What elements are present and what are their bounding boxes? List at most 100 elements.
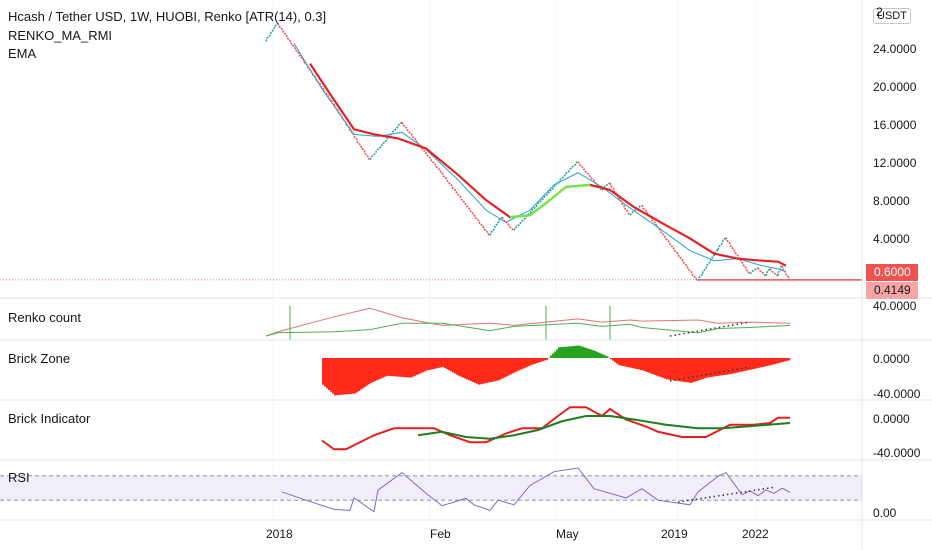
brick-zone-bar [740,358,743,372]
brick-zone-bar [432,358,435,370]
brick-zone-bar [416,358,419,375]
brick-zone-bar [784,358,787,362]
brick-zone-bar [544,358,547,361]
brick-zone-bar [442,358,445,367]
brick-zone-bar [334,358,337,396]
brick-zone-bar [392,358,395,377]
pane-label-rsi: RSI [8,470,30,485]
x-tick-2022: 2022 [742,527,769,541]
brick-zone-bar [348,358,351,395]
brick-zone-bar [712,358,715,377]
renko-count-green-line [265,322,791,337]
brick-zone-bar [560,347,563,358]
brick-zone-bar [526,358,529,367]
brick-zone-bar [562,346,565,358]
brick-zone-bar [362,358,365,389]
renko-up-bricks [717,236,727,250]
brick-zone-bar [354,358,357,394]
brick-zone-bar [580,346,583,358]
brick-zone-bar [480,358,483,385]
brick-zone-bar [438,358,441,368]
brick-zone-bar [616,358,619,364]
brick-zone-bar [732,358,735,374]
currency-badge[interactable]: USDT [873,8,911,24]
brick-zone-bar [418,358,421,374]
brick-zone-bar [692,358,695,383]
renko-down-bricks [441,172,490,236]
brick-zone-bar [450,358,453,372]
indicator-y-tick-0: 0.0000 [873,412,910,426]
brick-zone-bar [606,356,609,358]
brick-zone-bar [756,358,759,369]
brick-zone-bar [620,358,623,366]
brick-zone-bar [676,358,679,381]
brick-zone-bar [614,358,617,363]
brick-zone-bar [680,358,683,382]
brick-zone-bar [456,358,459,375]
brick-zone-bar [410,358,413,378]
brick-zone-bar [538,358,541,363]
brick-zone-bar [786,358,789,361]
brick-zone-bar [640,358,643,370]
x-tick-2018: 2018 [266,527,293,541]
brick-zone-bar [414,358,417,376]
brick-zone-bar [550,355,553,358]
brick-zone-bar [610,358,613,360]
brick-zone-bar [378,358,381,380]
y-tick-8: 8.0000 [873,194,910,208]
renko-up-bricks [765,268,771,277]
brick-zone-bar [634,358,637,369]
brick-zone-bar [386,358,389,376]
brick-zone-bar [636,358,639,370]
brick-zone-bar [486,358,489,383]
brick-zone-bar [654,358,657,375]
zone-trendline [669,366,751,382]
brick-zone-bar [546,358,549,360]
brick-zone-bar [356,358,359,393]
pane-label-renko-count: Renko count [8,310,81,325]
brick-zone-bar [342,358,345,395]
brick-zone-bar [568,346,571,358]
brick-zone-bar [570,346,573,358]
brick-zone-bar [524,358,527,368]
brick-zone-bar [632,358,635,369]
brick-zone-bar [736,358,739,373]
brick-zone-bar [510,358,513,375]
brick-zone-bar [556,349,559,358]
brick-zone-bar [434,358,437,369]
brick-zone-bar [492,358,495,382]
brick-zone-bar [366,358,369,386]
brick-zone-bar [730,358,733,374]
brick-zone-bar [644,358,647,372]
brick-zone-bar [778,358,781,363]
brick-zone-bar [710,358,713,377]
brick-zone-bar [466,358,469,380]
brick-zone-bar [358,358,361,391]
rsi-y-tick-0: 0.00 [873,506,897,520]
brick-zone-bar [534,358,537,364]
brick-zone-bar [372,358,375,382]
brick-zone-bar [390,358,393,377]
brick-zone-bar [472,358,475,382]
ema-green-segment [509,183,591,219]
brick-zone-bar [752,358,755,370]
renko-down-bricks [501,216,515,231]
brick-zone-bar [494,358,497,382]
x-tick-2019: 2019 [661,527,688,541]
brick-zone-bar [716,358,719,377]
brick-zone-bar [600,353,603,358]
brick-zone-bar [584,347,587,358]
brick-zone-bar [594,350,597,358]
brick-zone-bar [656,358,659,376]
renko-down-bricks [277,22,334,105]
brick-zone-bar [782,358,785,362]
last-price-badge: 0.4149 [866,282,918,299]
brick-zone-bar [678,358,681,382]
brick-zone-bar [514,358,517,373]
brick-indicator-pane [321,406,791,451]
brick-zone-bar [460,358,463,377]
brick-zone-bar [530,358,533,366]
brick-zone-bar [482,358,485,384]
brick-zone-bar [686,358,689,383]
